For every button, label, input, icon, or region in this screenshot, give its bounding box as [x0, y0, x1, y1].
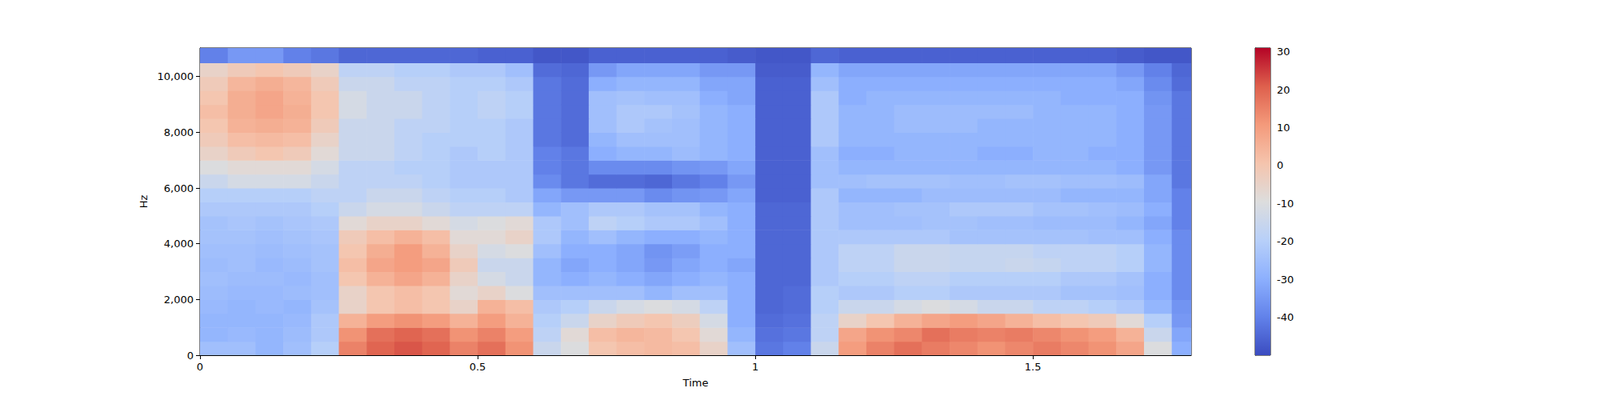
- svg-text:0: 0: [196, 360, 204, 373]
- svg-text:1: 1: [752, 360, 759, 373]
- svg-text:8,000: 8,000: [164, 126, 194, 139]
- svg-text:-30: -30: [1276, 273, 1294, 286]
- svg-text:0.5: 0.5: [469, 360, 487, 373]
- svg-text:20: 20: [1276, 84, 1291, 96]
- svg-text:4,000: 4,000: [164, 237, 194, 250]
- svg-text:Time: Time: [682, 376, 709, 389]
- svg-text:-10: -10: [1276, 197, 1294, 210]
- svg-text:0: 0: [187, 349, 194, 362]
- svg-text:6,000: 6,000: [164, 182, 194, 195]
- svg-text:30: 30: [1276, 45, 1291, 58]
- svg-text:-20: -20: [1276, 235, 1294, 248]
- svg-text:0: 0: [1276, 159, 1284, 172]
- svg-text:Hz: Hz: [137, 195, 150, 209]
- svg-text:10,000: 10,000: [157, 70, 195, 83]
- svg-text:1.5: 1.5: [1024, 360, 1042, 373]
- svg-text:10: 10: [1276, 121, 1291, 134]
- svg-text:-40: -40: [1276, 311, 1294, 324]
- svg-text:2,000: 2,000: [164, 293, 194, 306]
